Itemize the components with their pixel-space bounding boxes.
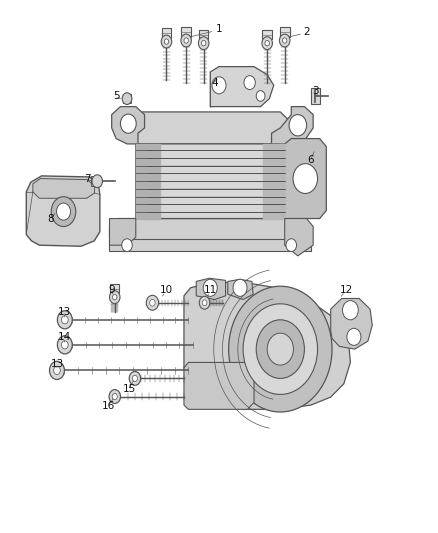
Circle shape	[61, 341, 68, 349]
Polygon shape	[110, 219, 136, 245]
Text: 5: 5	[113, 91, 120, 101]
Polygon shape	[272, 107, 313, 144]
Circle shape	[120, 114, 136, 133]
Circle shape	[150, 300, 155, 306]
Circle shape	[184, 38, 188, 43]
Circle shape	[57, 336, 72, 354]
Circle shape	[283, 38, 287, 43]
FancyBboxPatch shape	[262, 30, 272, 39]
FancyBboxPatch shape	[123, 94, 131, 103]
Circle shape	[146, 295, 159, 310]
Circle shape	[53, 366, 60, 375]
Text: 14: 14	[58, 332, 71, 342]
Polygon shape	[127, 112, 291, 144]
Circle shape	[233, 279, 247, 296]
Text: 8: 8	[47, 214, 54, 223]
Polygon shape	[112, 107, 145, 144]
Circle shape	[279, 34, 290, 47]
Circle shape	[57, 203, 71, 220]
Circle shape	[122, 93, 132, 104]
Circle shape	[51, 197, 76, 227]
Polygon shape	[285, 219, 313, 256]
Circle shape	[201, 41, 206, 46]
Text: 12: 12	[339, 286, 353, 295]
FancyBboxPatch shape	[181, 27, 191, 37]
Circle shape	[129, 372, 141, 385]
Text: 11: 11	[204, 286, 217, 295]
Text: 16: 16	[102, 401, 115, 411]
Circle shape	[203, 279, 217, 296]
Circle shape	[202, 300, 207, 305]
FancyBboxPatch shape	[311, 88, 320, 104]
Circle shape	[57, 311, 72, 329]
FancyBboxPatch shape	[199, 30, 208, 39]
FancyBboxPatch shape	[280, 27, 290, 37]
Circle shape	[198, 37, 209, 50]
Text: 6: 6	[307, 155, 314, 165]
Polygon shape	[110, 219, 307, 245]
Circle shape	[286, 239, 297, 252]
Circle shape	[164, 39, 169, 44]
Polygon shape	[33, 179, 95, 198]
Circle shape	[267, 333, 293, 365]
Circle shape	[343, 301, 358, 320]
Text: 4: 4	[211, 78, 218, 87]
Text: 1: 1	[215, 25, 223, 34]
Polygon shape	[184, 362, 254, 409]
Polygon shape	[196, 278, 226, 300]
Circle shape	[262, 37, 272, 50]
Circle shape	[132, 375, 138, 382]
Polygon shape	[210, 67, 274, 107]
Circle shape	[256, 320, 304, 378]
Circle shape	[61, 316, 68, 324]
Text: 13: 13	[50, 359, 64, 368]
Circle shape	[265, 41, 269, 46]
Circle shape	[112, 393, 117, 400]
Circle shape	[181, 34, 191, 47]
Text: 10: 10	[160, 286, 173, 295]
FancyBboxPatch shape	[91, 176, 99, 186]
Polygon shape	[136, 144, 285, 219]
Text: 9: 9	[108, 286, 115, 295]
Circle shape	[289, 115, 307, 136]
Circle shape	[347, 328, 361, 345]
Circle shape	[161, 35, 172, 48]
Circle shape	[256, 91, 265, 101]
Circle shape	[212, 77, 226, 94]
Polygon shape	[285, 139, 326, 219]
Circle shape	[244, 76, 255, 90]
Text: 13: 13	[58, 307, 71, 317]
Circle shape	[110, 291, 120, 304]
Circle shape	[122, 239, 132, 252]
Text: 7: 7	[84, 174, 91, 183]
Text: 15: 15	[123, 384, 136, 394]
Circle shape	[92, 175, 102, 188]
Polygon shape	[331, 298, 372, 349]
Circle shape	[199, 296, 210, 309]
Circle shape	[113, 294, 117, 300]
Circle shape	[49, 361, 64, 379]
FancyBboxPatch shape	[110, 285, 119, 293]
Polygon shape	[184, 282, 350, 409]
Circle shape	[293, 164, 318, 193]
Circle shape	[109, 390, 120, 403]
Circle shape	[243, 304, 318, 394]
FancyBboxPatch shape	[109, 239, 311, 251]
Circle shape	[229, 286, 332, 412]
Text: 3: 3	[312, 86, 319, 95]
Text: 2: 2	[303, 27, 310, 37]
Polygon shape	[228, 279, 253, 300]
FancyBboxPatch shape	[162, 28, 171, 38]
Polygon shape	[26, 176, 100, 246]
